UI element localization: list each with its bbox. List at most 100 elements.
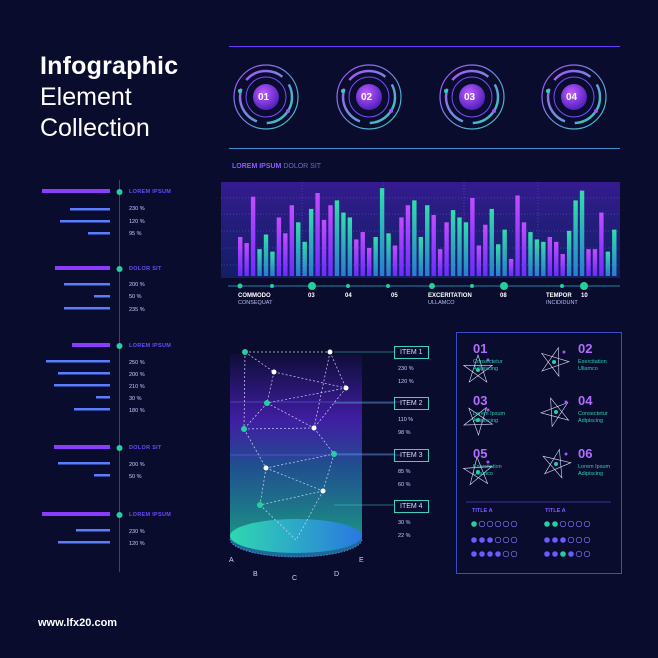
cylinder-network [229, 349, 402, 558]
network-node [263, 465, 269, 471]
grid-text-3: Lorem Ipsum Adipiscing [473, 411, 505, 425]
chart-bar [528, 232, 533, 276]
ring-orbit-dot [341, 89, 345, 93]
star-shape [462, 456, 493, 486]
ring-inner-2 [348, 76, 390, 118]
item-pct: 60 % [398, 482, 411, 488]
network-node [343, 385, 349, 391]
chart-bar [321, 219, 327, 276]
timeline-num-05: 05 [391, 293, 398, 299]
left-bar [60, 220, 110, 223]
chart-bar [392, 245, 398, 276]
chart-bar [444, 222, 449, 276]
chart-bar [515, 195, 520, 276]
progress-dot [510, 536, 518, 544]
left-axis [119, 180, 120, 572]
left-bar [58, 372, 110, 375]
network-edge [313, 427, 335, 455]
chart-bar [470, 197, 475, 276]
grid-line: Consectetur [473, 359, 503, 365]
footer-url: www.lfx20.com [38, 617, 118, 629]
timeline-num-03: 03 [308, 293, 315, 299]
chart-bar [599, 212, 604, 276]
timeline-num-08: 08 [500, 293, 507, 299]
network-node [242, 349, 248, 355]
ring-label-4: 04 [566, 92, 578, 103]
progress-dot [575, 536, 583, 544]
star-accent-dot [486, 358, 490, 362]
network-node [257, 502, 263, 508]
network-edge [243, 351, 246, 430]
network-edge [295, 490, 324, 541]
star-center-dot [476, 470, 480, 474]
chart-bar [405, 205, 411, 276]
left-bar [42, 189, 110, 193]
title-line3: Collection [40, 114, 150, 142]
axis-letter-b: B [253, 571, 258, 578]
title-bold: Infographic [40, 52, 179, 80]
chart-bar [308, 208, 314, 276]
chart-bar [360, 232, 365, 276]
star-shape [542, 448, 572, 479]
left-pct: 250 % [129, 360, 145, 366]
progress-dot [552, 521, 558, 527]
network-node [327, 349, 333, 355]
progress-dot [544, 551, 550, 557]
network-node [331, 451, 337, 457]
ring-mid-4 [546, 69, 602, 125]
left-dot-1 [116, 189, 123, 195]
chart-bar [483, 224, 488, 276]
network-edge [259, 504, 297, 541]
item-pct: 85 % [398, 469, 411, 475]
ring-inner-3 [451, 76, 493, 118]
timeline-sub-3: INCIDIDUNT [546, 300, 578, 306]
progress-dot [544, 521, 550, 527]
grid-line: Adipiscing [578, 418, 604, 424]
left-bar [58, 462, 110, 465]
dot-title-1: TITLE A [472, 508, 493, 514]
chart-header-bold: LOREM IPSUM [232, 163, 282, 170]
progress-dot [479, 551, 485, 557]
right-panel [456, 332, 622, 574]
chart-bar [612, 229, 617, 276]
star-center-dot [554, 410, 558, 414]
progress-dot [479, 537, 485, 543]
left-pct: 95 % [129, 231, 142, 237]
progress-dot [487, 537, 493, 543]
ring-core-3 [459, 84, 485, 110]
grid-line: Ullamco [578, 366, 598, 372]
right-panel-graphics [462, 346, 611, 558]
network-edge [259, 490, 324, 506]
grid-line: Adipiscing [473, 366, 499, 372]
grid-num-06: 06 [578, 446, 593, 461]
left-group-label-3: LOREM IPSUM [129, 343, 172, 349]
grid-text-6: Lorem Ipsum Adipiscing [578, 464, 610, 478]
left-pct: 200 % [129, 462, 145, 468]
left-pct: 230 % [129, 206, 145, 212]
network-node [271, 369, 277, 375]
progress-dot [544, 537, 550, 543]
item-pct: 98 % [398, 430, 411, 436]
item-box-4: ITEM 4 [394, 500, 429, 513]
progress-dot [502, 536, 510, 544]
ring-outer-3 [439, 64, 505, 130]
chart-bar [431, 215, 436, 276]
left-bar [55, 266, 110, 270]
ring-mid-2 [341, 69, 397, 125]
timeline-dot [237, 283, 243, 289]
dot-title-2: TITLE A [545, 508, 566, 514]
left-pct: 120 % [129, 541, 145, 547]
left-pct: 180 % [129, 408, 145, 414]
left-group-label-4: DOLOR SIT [129, 445, 162, 451]
ring-label-2: 02 [361, 92, 373, 103]
network-node [311, 425, 317, 431]
star-shape [462, 354, 494, 383]
axis-letter-a: A [229, 557, 234, 564]
left-bar [54, 445, 110, 449]
left-pct: 50 % [129, 294, 142, 300]
left-pct: 200 % [129, 372, 145, 378]
grid-num-02: 02 [578, 341, 593, 356]
left-bar [94, 474, 110, 477]
left-dot-3 [116, 343, 123, 349]
chart-bar [534, 239, 540, 276]
